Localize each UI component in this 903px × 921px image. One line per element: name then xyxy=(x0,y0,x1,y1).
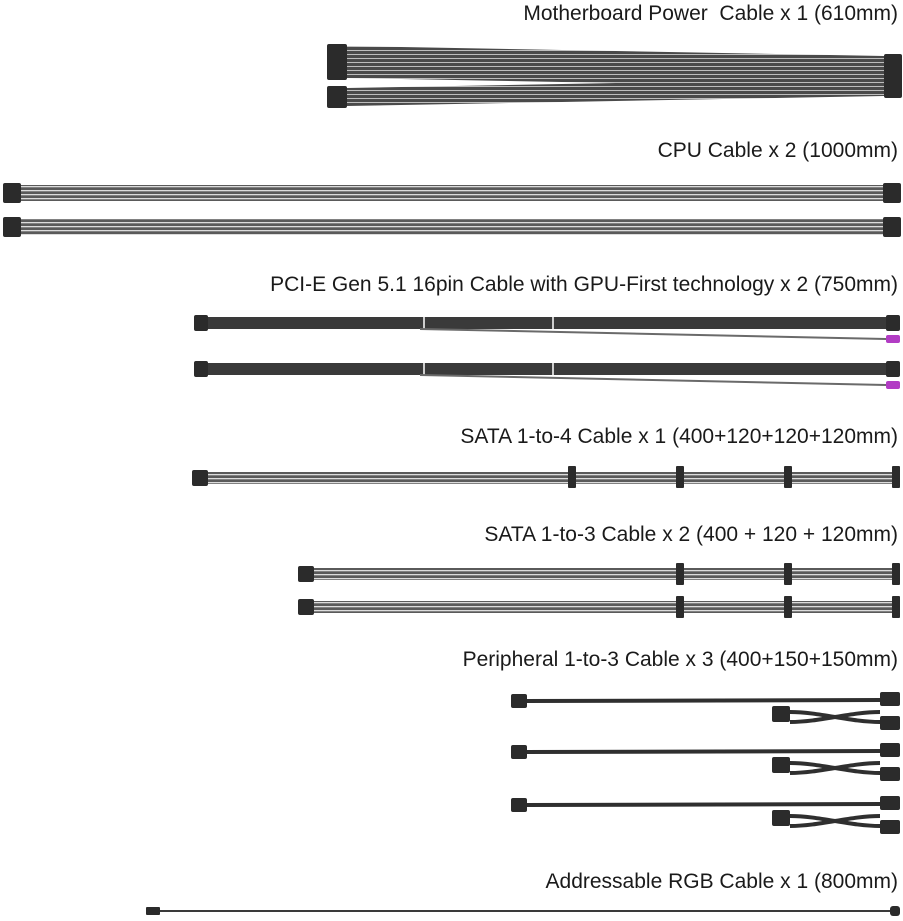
sata-1-to-4-cable-label: SATA 1-to-4 Cable x 1 (400+120+120+120mm… xyxy=(460,425,898,448)
peripheral-cable-label: Peripheral 1-to-3 Cable x 3 (400+150+150… xyxy=(462,648,898,671)
peripheral-cable-graphic xyxy=(511,692,900,834)
pcie-cable-graphic xyxy=(194,315,900,389)
argb-cable-graphic xyxy=(146,906,900,916)
motherboard-cable-graphic xyxy=(327,44,902,108)
cpu-cable-graphic xyxy=(3,183,901,237)
argb-cable-label: Addressable RGB Cable x 1 (800mm) xyxy=(545,870,898,893)
motherboard-cable-label: Motherboard Power Cable x 1 (610mm) xyxy=(523,2,898,25)
pcie-cable-label: PCI-E Gen 5.1 16pin Cable with GPU-First… xyxy=(270,273,898,296)
sata-1-to-4-cable-graphic xyxy=(192,466,900,488)
sata-1-to-3-cable-graphic xyxy=(298,563,900,618)
cpu-cable-label: CPU Cable x 2 (1000mm) xyxy=(657,139,898,162)
sata-1-to-3-cable-label: SATA 1-to-3 Cable x 2 (400 + 120 + 120mm… xyxy=(484,523,898,546)
